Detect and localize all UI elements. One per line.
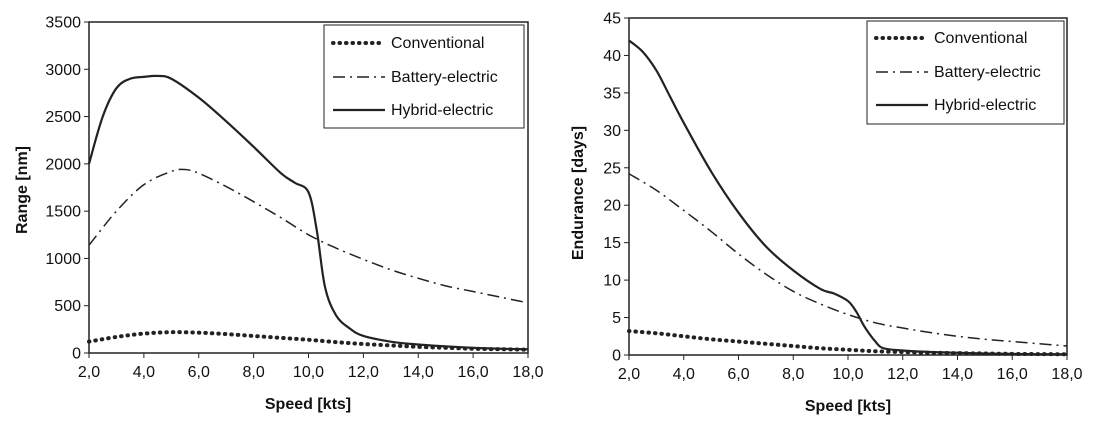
x-tick-label: 4,0: [133, 364, 155, 381]
y-tick-label: 40: [603, 48, 621, 65]
y-axis-label: Endurance [days]: [570, 126, 587, 260]
legend-label-battery-electric: Battery-electric: [934, 64, 1041, 81]
series-line-conventional: [627, 329, 1069, 357]
legend-label-hybrid-electric: Hybrid-electric: [934, 97, 1036, 114]
series-lines: [87, 74, 530, 352]
endurance-chart: 0 5 10 15 20 25 30 35 40 45 2,0 4,0 6,0 8,0 10,0 12,0 1…: [570, 11, 1083, 416]
x-tick-label: 8,0: [243, 364, 265, 381]
series-line-conventional: [87, 330, 530, 352]
y-tick-label: 3500: [45, 15, 81, 32]
x-tick-label: 2,0: [78, 364, 100, 381]
y-tick-label: 35: [603, 85, 621, 102]
x-tick-label: 16,0: [458, 364, 489, 381]
series-line-hybrid-electric: [87, 74, 529, 351]
y-tick-label: 500: [54, 298, 81, 315]
x-tick-label: 18,0: [1051, 366, 1082, 383]
y-tick-label: 2000: [45, 156, 81, 173]
legend: Conventional Battery-electric Hybrid-ele…: [866, 20, 1065, 125]
y-tick-label: 45: [603, 11, 621, 28]
y-tick-label: 10: [603, 273, 621, 290]
y-tick-label: 1500: [45, 204, 81, 221]
series-line-battery-electric: [88, 168, 529, 304]
series-line-hybrid-electric: [628, 39, 1068, 356]
x-tick-label: 14,0: [942, 366, 973, 383]
legend-label-hybrid-electric: Hybrid-electric: [391, 102, 493, 119]
x-axis-label: Speed [kts]: [805, 398, 891, 415]
y-tick-label: 15: [603, 235, 621, 252]
y-tick-label: 5: [612, 310, 621, 327]
x-tick-label: 18,0: [512, 364, 543, 381]
y-tick-labels: 0 500 1000 1500 2000 2500 3000 3500: [45, 15, 89, 363]
y-tick-label: 2500: [45, 109, 81, 126]
x-tick-label: 2,0: [618, 366, 640, 383]
x-tick-label: 10,0: [293, 364, 324, 381]
x-tick-label: 4,0: [673, 366, 695, 383]
x-tick-label: 6,0: [188, 364, 210, 381]
legend-label-battery-electric: Battery-electric: [391, 69, 498, 86]
y-tick-label: 1000: [45, 251, 81, 268]
y-tick-label: 20: [603, 198, 621, 215]
legend-box: [866, 20, 1065, 125]
x-tick-label: 12,0: [887, 366, 918, 383]
y-axis-label: Range [nm]: [14, 146, 31, 234]
legend-label-conventional: Conventional: [391, 35, 484, 52]
x-tick-label: 16,0: [997, 366, 1028, 383]
legend-label-conventional: Conventional: [934, 30, 1027, 47]
legend: Conventional Battery-electric Hybrid-ele…: [323, 24, 525, 129]
x-tick-label: 6,0: [727, 366, 749, 383]
y-tick-label: 3000: [45, 62, 81, 79]
x-tick-label: 14,0: [403, 364, 434, 381]
x-tick-labels: 2,0 4,0 6,0 8,0 10,0 12,0 14,0 16,0 18,0: [618, 355, 1083, 383]
x-tick-label: 12,0: [348, 364, 379, 381]
series-lines: [627, 39, 1069, 357]
series-line-battery-electric: [628, 173, 1068, 347]
x-axis-label: Speed [kts]: [265, 396, 351, 413]
y-tick-label: 0: [72, 346, 81, 363]
x-tick-label: 8,0: [782, 366, 804, 383]
range-chart: 0 500 1000 1500 2000 2500 3000 3500 2,0 4,0 6,0 8,…: [14, 15, 544, 414]
y-tick-labels: 0 5 10 15 20 25 30 35 40 45: [603, 11, 629, 365]
y-tick-label: 0: [612, 348, 621, 365]
y-tick-label: 30: [603, 123, 621, 140]
y-tick-label: 25: [603, 160, 621, 177]
x-tick-labels: 2,0 4,0 6,0 8,0 10,0 12,0 14,0 16,0 18,0: [78, 353, 544, 381]
x-tick-label: 10,0: [832, 366, 863, 383]
